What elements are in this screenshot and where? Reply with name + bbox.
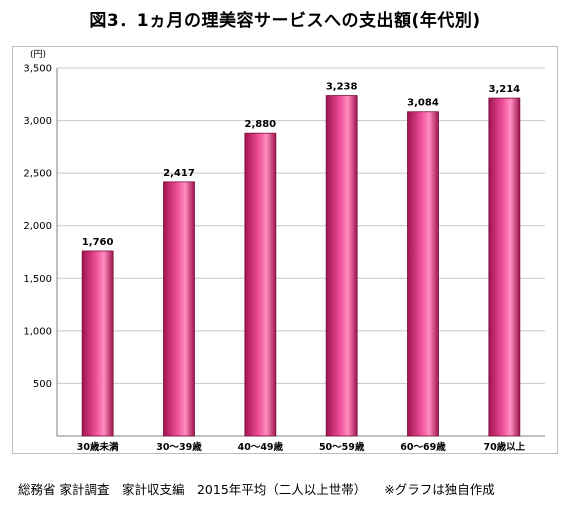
bar-value-label: 2,417	[163, 168, 195, 179]
y-tick-label: 3,500	[23, 64, 52, 75]
y-tick-label: 500	[33, 379, 52, 390]
bar-value-label: 3,084	[407, 98, 439, 109]
bar-value-label: 1,760	[82, 237, 114, 248]
y-tick-label: 3,000	[23, 116, 52, 127]
y-tick-label: 2,000	[23, 221, 52, 232]
chart-title: 図3．1ヵ月の理美容サービスへの支出額(年代別)	[89, 11, 481, 31]
bar-chart: (円) 500 1,000 1,500 2,000 2,500 3,000 3,500 1,7…	[23, 49, 545, 453]
x-tick-label: 40～49歳	[238, 441, 284, 453]
bar-value-label: 3,214	[489, 84, 521, 95]
bar	[407, 111, 439, 437]
x-tick-label: 30～39歳	[156, 441, 202, 453]
y-tick-label: 1,000	[23, 326, 52, 337]
x-tick-label: 50～59歳	[319, 441, 365, 453]
bar	[325, 95, 358, 437]
y-tick-label: 2,500	[23, 169, 52, 180]
bar-value-label: 2,880	[245, 119, 277, 130]
source-custom-note: ※グラフは独自作成	[384, 482, 495, 497]
x-tick-label: 30歳未満	[77, 441, 119, 453]
chart-frame	[12, 46, 558, 454]
y-tick-label: 1,500	[23, 274, 52, 285]
x-tick-label: 60～69歳	[400, 441, 446, 453]
bar	[244, 132, 277, 437]
bar	[488, 97, 521, 437]
bar-value-label: 3,238	[326, 82, 358, 93]
y-axis-unit-label: (円)	[30, 49, 46, 60]
x-tick-label: 70歳以上	[483, 441, 525, 453]
bar	[81, 250, 114, 437]
source-survey: 総務省 家計調査 家計収支編 2015年平均（二人以上世帯）	[18, 482, 367, 497]
source-note: 総務省 家計調査 家計収支編 2015年平均（二人以上世帯） ※グラフは独自作成	[18, 479, 509, 498]
bar	[163, 181, 195, 437]
